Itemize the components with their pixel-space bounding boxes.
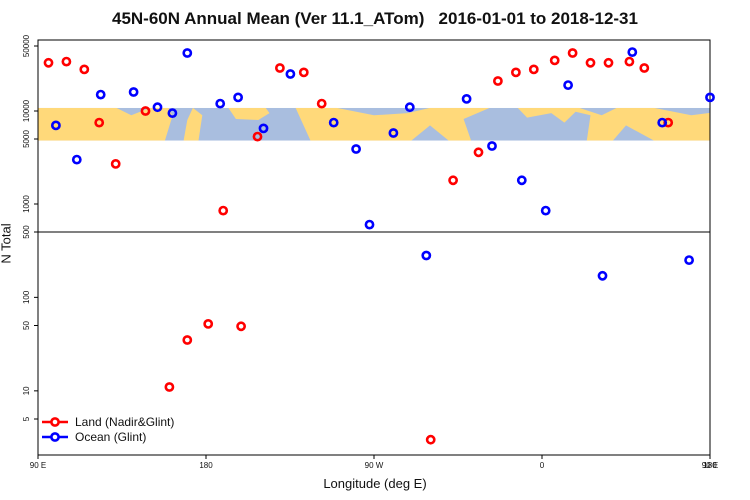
data-points [43,47,715,445]
land-point-21 [549,55,560,66]
ocean-point-12 [351,144,361,154]
land-point-19 [511,67,521,78]
ocean-point-20 [540,205,551,216]
land-point-14 [316,98,327,109]
ocean-point-8 [233,92,243,103]
ocean-point-7 [215,98,226,109]
xtick-end-label: 180 [703,461,717,470]
land-shape-1 [183,107,203,141]
x-axis-label: Longitude (deg E) [323,476,427,491]
xtick-270-label: 90 W [365,461,384,470]
land-point-24 [603,57,614,68]
legend-marker-1 [50,432,60,442]
ocean-point-22 [597,270,608,281]
ocean-point-14 [388,128,399,138]
ocean-point-6 [182,48,193,58]
land-point-0 [43,57,54,68]
land-point-15 [425,434,436,445]
ocean-point-4 [152,102,163,113]
land-point-6 [164,382,175,392]
ocean-point-0 [51,120,61,131]
ocean-point-10 [285,69,296,79]
ocean-point-24 [657,117,668,128]
land-point-4 [110,158,121,169]
xtick-180-label: 180 [199,461,213,470]
legend-marker-0 [50,417,60,427]
land-point-9 [218,205,229,216]
land-point-11 [252,131,263,142]
ocean-point-21 [563,80,573,90]
panel-frames [37,39,711,456]
lower-ytick-10-label: 10 [22,386,31,395]
land-point-12 [274,63,285,73]
ocean-point-11 [328,117,339,128]
ocean-point-1 [71,154,82,165]
ocean-point-5 [167,108,178,118]
ocean-point-17 [461,94,472,104]
land-point-18 [492,76,503,86]
lower-ytick-100-label: 100 [22,290,31,304]
ocean-point-3 [128,87,139,97]
land-point-5 [140,106,151,116]
land-point-25 [624,56,635,67]
ocean-point-25 [684,255,694,265]
xtick-90-label: 90 E [30,461,46,470]
lower-ytick-50-label: 50 [22,321,31,330]
lower-ytick-5-label: 5 [22,416,31,421]
ocean-point-18 [487,141,497,151]
upper-ytick-10000-label: 10000 [22,99,31,122]
ocean-point-23 [627,47,638,57]
land-point-1 [61,56,72,67]
chart-title: 45N-60N Annual Mean (Ver 11.1_ATom) 2016… [112,9,638,28]
land-shape-3 [295,107,490,141]
land-point-8 [203,318,214,329]
ocean-point-19 [516,175,527,186]
xtick-450-label: 90 E [702,461,718,470]
land-point-22 [567,48,578,58]
land-point-10 [236,321,246,332]
ocean-point-16 [421,250,432,261]
land-point-23 [585,57,596,68]
legend-label-1: Ocean (Glint) [75,430,146,444]
upper-ytick-1000-label: 1000 [22,195,31,213]
y-axis-label: N Total [0,223,14,264]
legend: Land (Nadir&Glint)Ocean (Glint) [42,415,174,444]
world-map-band [38,107,710,141]
ocean-point-13 [364,219,375,230]
land-point-2 [79,64,90,75]
land-point-17 [473,147,484,158]
land-point-20 [528,64,539,75]
land-shape-0 [38,107,173,141]
legend-label-0: Land (Nadir&Glint) [75,415,174,429]
lower-ytick-500-label: 500 [22,225,31,239]
land-shape-2 [228,107,270,120]
ocean-point-15 [404,102,415,113]
land-point-13 [298,67,309,78]
ocean-point-9 [258,123,269,134]
land-point-26 [639,63,650,73]
xtick-360-label: 0 [540,461,545,470]
land-shape-4 [517,107,710,141]
upper-ytick-50000-label: 50000 [22,34,31,57]
land-point-7 [182,335,193,345]
land-point-3 [94,117,105,128]
ocean-point-2 [95,89,106,100]
plot-frame [37,39,711,456]
upper-ytick-5000-label: 5000 [22,130,31,148]
ocean-point-26 [705,92,715,103]
land-point-16 [448,175,458,186]
